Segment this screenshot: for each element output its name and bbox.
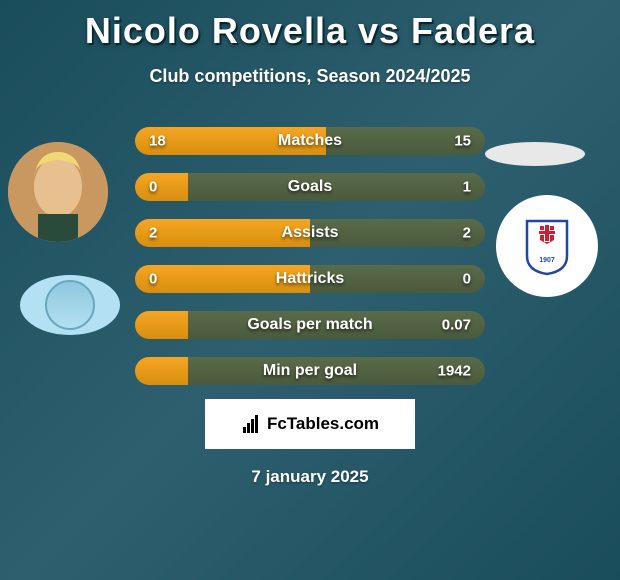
stat-label: Matches <box>278 132 342 150</box>
page-title: Nicolo Rovella vs Fadera <box>0 10 620 52</box>
header: Nicolo Rovella vs Fadera Club competitio… <box>0 0 620 87</box>
stat-label: Goals per match <box>247 316 372 334</box>
stat-value-right: 0.07 <box>442 317 471 334</box>
stat-row: Goals per match 0.07 <box>135 311 485 339</box>
stat-value-right: 1942 <box>438 363 471 380</box>
stat-row: Hattricks 0 0 <box>135 265 485 293</box>
page-subtitle: Club competitions, Season 2024/2025 <box>0 66 620 87</box>
brand-logo-icon <box>241 413 263 435</box>
stat-bar-left <box>135 173 188 201</box>
date-text: 7 january 2025 <box>0 467 620 487</box>
stat-label: Goals <box>288 178 332 196</box>
stat-value-left: 2 <box>149 225 157 242</box>
stat-bar-right <box>188 173 486 201</box>
stat-value-left: 0 <box>149 179 157 196</box>
player-left-avatar <box>8 142 108 242</box>
player-right-avatar <box>485 142 585 166</box>
stat-bars: Matches1815Goals01Assists22Hattricks00Go… <box>135 127 485 385</box>
stat-value-right: 1 <box>463 179 471 196</box>
stat-row: Assists 2 2 <box>135 219 485 247</box>
stat-value-right: 15 <box>454 133 471 150</box>
stat-bar-left <box>135 357 188 385</box>
svg-text:1907: 1907 <box>539 257 555 264</box>
stat-row: Min per goal 1942 <box>135 357 485 385</box>
stat-value-left: 18 <box>149 133 166 150</box>
lazio-logo-icon <box>45 280 95 330</box>
comparison-content: 1907 Matches 18 15 Goals 0 1 Assists 2 2 Hattrick… <box>0 127 620 385</box>
como-logo-icon: 1907 <box>522 216 572 276</box>
stat-label: Assists <box>282 224 339 242</box>
brand-text: FcTables.com <box>267 414 379 434</box>
stat-value-right: 2 <box>463 225 471 242</box>
stat-value-left: 0 <box>149 271 157 288</box>
stat-row: Goals 0 1 <box>135 173 485 201</box>
stat-label: Hattricks <box>276 270 344 288</box>
stat-label: Min per goal <box>263 362 357 380</box>
brand-badge: FcTables.com <box>205 399 415 449</box>
club-left-badge <box>20 275 120 335</box>
stat-row: Matches 18 15 <box>135 127 485 155</box>
stat-bar-left <box>135 311 188 339</box>
stat-value-right: 0 <box>463 271 471 288</box>
club-right-badge: 1907 <box>496 195 598 297</box>
